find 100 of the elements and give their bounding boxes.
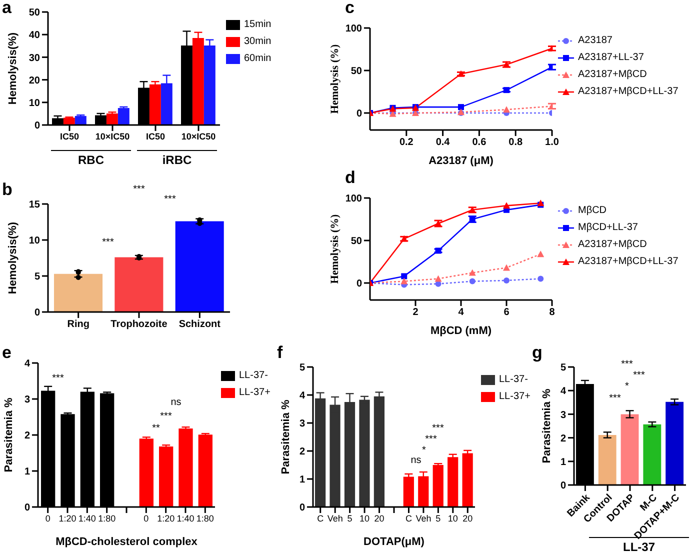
text: RBC: [78, 153, 104, 167]
bar: [359, 400, 370, 507]
bar: [139, 438, 154, 507]
text: iRBC: [162, 153, 192, 167]
legend-label: 30min: [244, 35, 272, 49]
legend-label: 60min: [244, 52, 272, 66]
annotation: ***: [609, 393, 621, 404]
legend-label: A23187: [578, 34, 612, 48]
y-tick-label: 0: [356, 108, 362, 120]
legend-label: LL-37-: [499, 373, 528, 387]
y-tick-label: 10: [28, 236, 40, 247]
x-tick-label: 0: [144, 513, 149, 524]
y-tick-label: 2: [24, 430, 30, 442]
y-tick-label: 3: [299, 418, 306, 430]
annotation: ***: [633, 370, 645, 381]
bar: [598, 434, 616, 485]
point: [503, 264, 510, 271]
point: [469, 278, 476, 284]
y-tick-label: 100: [345, 194, 362, 205]
y-tick-label: 5: [34, 272, 40, 283]
point: [401, 273, 408, 280]
x-tick-label: 10×IC50: [181, 131, 216, 142]
annotation: ***: [425, 434, 437, 445]
x-tick-label: 10×IC50: [95, 131, 130, 142]
x-tick-label: 0.6: [472, 137, 487, 148]
y-tick-label: 50: [350, 66, 362, 78]
annotation: ns: [410, 455, 422, 466]
bar: [178, 428, 193, 507]
annotation: ***: [164, 194, 176, 205]
x-tick-label: Schizont: [178, 319, 222, 330]
annotation: *: [422, 445, 426, 456]
y-tick-label: 100: [345, 24, 362, 35]
legend-label: LL-37-: [239, 369, 268, 383]
annotation: *: [625, 381, 629, 392]
bar: [74, 116, 86, 125]
chart-title: g: [532, 343, 542, 363]
y-tick-label: 2: [560, 433, 566, 444]
y-axis-title: Hemolysis (%): [328, 214, 341, 284]
y-axis-title: Parasitemia %: [2, 397, 15, 472]
y-axis-title: Hemolysis(%): [6, 222, 19, 294]
point: [503, 106, 510, 113]
y-tick-label: 4: [299, 390, 306, 402]
x-tick-label: 1:40: [78, 513, 96, 524]
x-axis-title: MβCD-cholesterol complex: [56, 536, 198, 548]
y-tick-label: 5: [299, 362, 306, 374]
point: [434, 275, 442, 282]
x-tick-label: 0: [45, 513, 50, 524]
x-tick-label: 1:40: [176, 513, 194, 524]
bar: [198, 434, 212, 507]
y-tick-label: 4: [560, 386, 566, 398]
x-tick-label: 5: [436, 513, 441, 524]
bar: [666, 402, 684, 485]
text: ***: [133, 184, 145, 195]
bar: [403, 476, 414, 507]
bar: [643, 424, 662, 485]
y-tick-label: 5: [560, 362, 566, 374]
y-tick-label: 3: [24, 394, 30, 406]
chart-title: d: [345, 168, 356, 188]
x-tick-label: Veh: [416, 513, 432, 524]
text: LL-37: [622, 540, 655, 553]
y-axis-title: Hemolysis (%): [328, 44, 341, 114]
y-tick-label: 3: [560, 410, 566, 421]
x-tick-label: Trophozoite: [110, 319, 168, 330]
legend-label: A23187+MβCD+LL-37: [578, 255, 678, 269]
x-tick-label: 0.4: [436, 137, 450, 148]
x-tick-label: Veh: [327, 513, 343, 524]
chart-title: e: [2, 343, 12, 363]
x-tick-label: IC50: [146, 131, 166, 142]
point: [458, 104, 464, 110]
chart-title: f: [277, 343, 283, 363]
y-tick-label: 30: [28, 52, 40, 64]
bar: [620, 414, 639, 485]
x-tick-label: 1:80: [98, 513, 116, 524]
point: [538, 276, 544, 282]
legend-label: MβCD+LL-37: [578, 221, 638, 235]
x-tick-label: IC50: [60, 131, 80, 142]
y-tick-label: 40: [28, 30, 40, 42]
y-tick-label: 10: [28, 98, 40, 109]
x-axis-title: DOTAP(μM): [364, 536, 425, 548]
y-tick-label: 2: [299, 446, 306, 458]
y-tick-label: 20: [28, 75, 40, 86]
x-axis-title: A23187 (μM): [428, 155, 494, 167]
bar: [159, 446, 174, 507]
x-tick-label: 6: [504, 307, 510, 318]
legend-label: A23187+MβCD: [578, 68, 647, 82]
chart-title: c: [345, 0, 354, 18]
annotation: ***: [102, 237, 114, 248]
y-tick-label: 0: [356, 278, 362, 290]
y-tick-label: 50: [350, 236, 362, 248]
y-tick-label: 0: [560, 480, 566, 492]
bar: [149, 84, 161, 125]
x-tick-label: 10: [448, 513, 458, 524]
legend-label: 15min: [244, 18, 272, 32]
y-tick-label: 0: [34, 120, 40, 132]
x-tick-label: 20: [462, 513, 473, 524]
x-tick-label: Ring: [67, 319, 90, 330]
legend-label: LL-37+: [239, 386, 270, 400]
bar: [374, 396, 385, 507]
legend-label: A23187+MβCD+LL-37: [578, 85, 678, 99]
point: [503, 202, 510, 209]
